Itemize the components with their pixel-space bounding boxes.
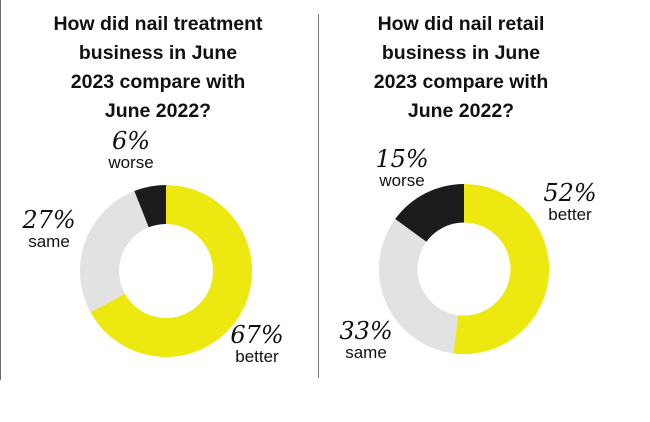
- treatment-same-label: 27% same: [14, 207, 84, 251]
- slice-percent: 33%: [339, 317, 393, 345]
- slice-category: worse: [108, 153, 154, 172]
- donut-slice-better: [453, 183, 550, 355]
- slice-category: worse: [379, 171, 425, 190]
- retail-same-label: 33% same: [331, 318, 401, 362]
- donut-slice-worse: [395, 183, 464, 242]
- slice-category: better: [235, 347, 279, 366]
- donut-slice-same: [79, 191, 149, 313]
- title-line: business in June: [381, 42, 541, 64]
- retail-panel: How did nail retail business in June 202…: [319, 0, 650, 422]
- retail-chart-title: How did nail retail business in June 202…: [315, 10, 607, 126]
- donut-slice-better: [90, 185, 252, 357]
- treatment-better-label: 67% better: [220, 322, 294, 366]
- slice-percent: 15%: [375, 145, 429, 173]
- left-border: [0, 0, 1, 380]
- title-line: How did nail retail: [377, 13, 545, 35]
- slice-category: same: [345, 343, 387, 362]
- treatment-panel: How did nail treatment business in June …: [0, 0, 318, 422]
- treatment-worse-label: 6% worse: [96, 128, 166, 172]
- slice-category: same: [28, 232, 70, 251]
- slice-category: better: [548, 205, 592, 224]
- treatment-chart-title: How did nail treatment business in June …: [12, 10, 304, 126]
- title-line: June 2022?: [104, 100, 212, 122]
- slice-percent: 27%: [22, 206, 76, 234]
- panel-divider: [318, 14, 319, 378]
- slice-percent: 52%: [543, 179, 597, 207]
- title-line: June 2022?: [407, 100, 515, 122]
- retail-donut-chart: [378, 183, 550, 355]
- donut-slice-same: [378, 219, 459, 354]
- donut-slice-worse: [134, 185, 166, 228]
- title-line: 2023 compare with: [373, 71, 549, 93]
- retail-better-label: 52% better: [533, 180, 607, 224]
- title-line: business in June: [78, 42, 238, 64]
- slice-percent: 6%: [111, 127, 151, 155]
- title-line: How did nail treatment: [53, 13, 263, 35]
- title-line: 2023 compare with: [70, 71, 246, 93]
- retail-worse-label: 15% worse: [367, 146, 437, 190]
- treatment-donut-chart: [79, 185, 252, 357]
- slice-percent: 67%: [230, 321, 284, 349]
